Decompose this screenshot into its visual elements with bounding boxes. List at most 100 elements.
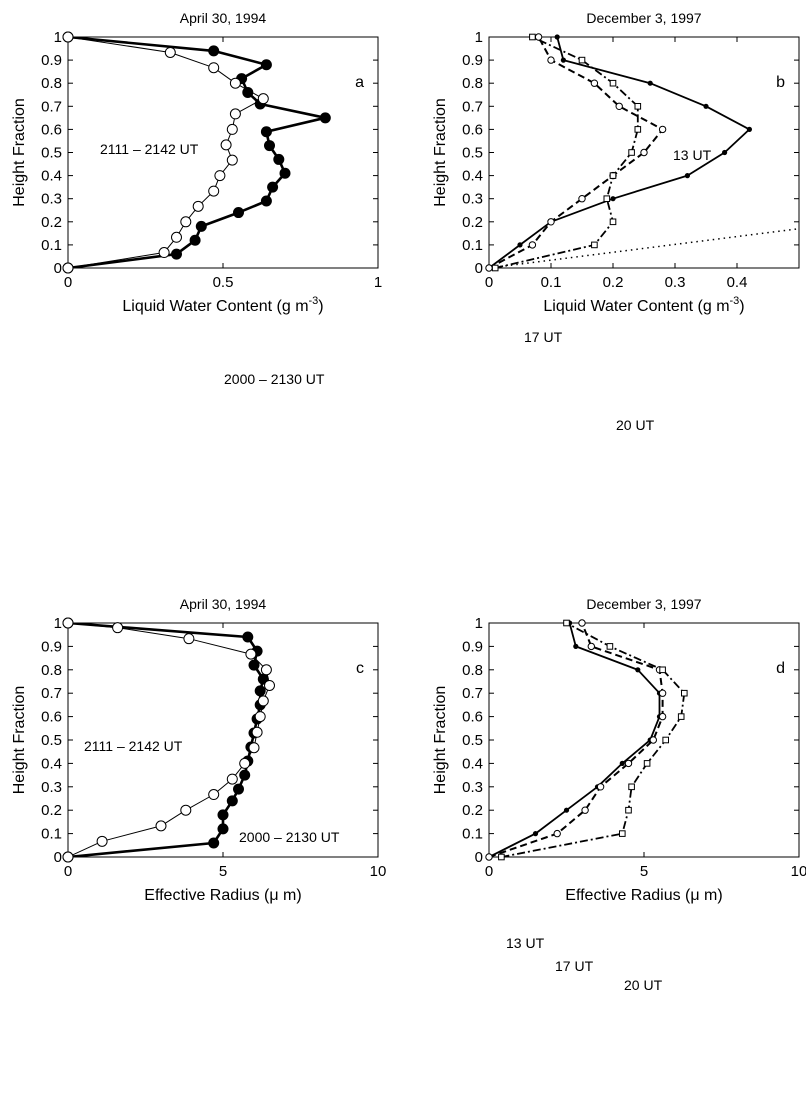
data-point	[214, 170, 226, 182]
y-tick-label: 0.4	[41, 755, 62, 772]
data-point	[183, 633, 195, 645]
data-point	[647, 80, 653, 86]
data-point	[529, 33, 536, 41]
x-axis-label: Liquid Water Content (g m-3)	[122, 295, 323, 315]
data-point	[578, 56, 586, 64]
data-point	[560, 57, 567, 63]
x-axis-label: Effective Radius (μ m)	[565, 887, 722, 904]
x-tick-label: 5	[640, 863, 648, 880]
data-point	[260, 126, 272, 138]
data-point	[239, 769, 251, 781]
panel-letter: d	[776, 660, 785, 677]
data-point	[684, 173, 691, 179]
y-tick-label: 0	[54, 260, 62, 277]
series-annotation: 13 UT	[673, 147, 712, 163]
panel-b: December 3, 1997 0 0.1 0.2 0.3 0.4 0.5 0.6 0.7 0.…	[432, 10, 800, 433]
y-tick-label: 0.8	[41, 662, 62, 679]
data-point	[628, 783, 635, 791]
data-point	[171, 248, 182, 260]
series-line	[489, 37, 664, 268]
y-tick-label: 1	[54, 615, 62, 632]
panel-letter: c	[356, 660, 364, 677]
series-line	[489, 623, 664, 857]
x-tick-label: 0.3	[665, 274, 686, 291]
data-point	[226, 154, 238, 166]
x-tick-label: 5	[219, 863, 227, 880]
y-tick-label: 0.3	[462, 779, 483, 796]
data-point	[220, 139, 232, 151]
x-tick-label: 0.1	[541, 274, 562, 291]
data-point	[239, 757, 251, 769]
data-point	[195, 220, 207, 232]
data-point	[609, 172, 617, 179]
y-tick-label: 0.2	[41, 802, 62, 819]
data-point	[62, 262, 74, 274]
data-point	[62, 851, 74, 863]
data-point	[615, 102, 623, 111]
data-point	[112, 622, 124, 634]
data-point	[189, 234, 201, 246]
data-point	[625, 806, 632, 814]
y-tick-label: 0.6	[462, 709, 483, 726]
y-tick-label: 0.5	[462, 732, 483, 749]
data-point	[591, 241, 598, 249]
data-point	[208, 789, 220, 801]
data-point	[217, 809, 229, 821]
data-point	[643, 760, 651, 767]
y-tick-label: 0.8	[462, 662, 483, 679]
y-tick-label: 0.4	[462, 168, 483, 185]
data-point	[658, 712, 667, 721]
data-point	[547, 56, 555, 64]
y-tick-label: 0.7	[462, 685, 483, 702]
y-axis-label: Height Fraction	[432, 686, 449, 795]
data-point	[573, 643, 579, 650]
data-point	[491, 264, 499, 272]
data-point	[257, 93, 269, 105]
data-point	[254, 685, 266, 697]
data-point	[578, 195, 586, 203]
data-point	[62, 617, 74, 629]
series-line	[68, 37, 264, 268]
data-point	[596, 783, 605, 791]
data-point	[208, 837, 220, 849]
y-tick-label: 0.7	[41, 685, 62, 702]
panel-letter: a	[355, 74, 364, 91]
data-point	[260, 664, 272, 676]
data-point	[640, 148, 648, 157]
data-point	[534, 33, 543, 41]
y-tick-label: 0.6	[462, 121, 483, 138]
y-tick-label: 0.7	[462, 98, 483, 115]
series-line	[489, 623, 661, 857]
y-tick-label: 1	[475, 29, 483, 46]
data-point	[180, 216, 192, 228]
data-point	[662, 736, 670, 744]
x-tick-label: 10	[370, 863, 387, 880]
data-point	[578, 619, 586, 627]
data-point	[260, 195, 272, 207]
x-tick-label: 10	[791, 863, 806, 880]
data-point	[619, 760, 625, 767]
data-point	[217, 823, 229, 835]
chart-title: April 30, 1994	[180, 596, 267, 612]
series-annotation: 2111 – 2142 UT	[84, 738, 183, 754]
data-point	[248, 659, 260, 671]
data-point	[171, 231, 182, 243]
data-point	[603, 195, 611, 202]
data-point	[233, 207, 244, 219]
x-axis-label: Liquid Water Content (g m-3)	[543, 295, 744, 315]
panel-letter: b	[776, 74, 785, 91]
y-tick-label: 0.9	[462, 52, 483, 69]
data-point	[563, 807, 570, 813]
y-tick-label: 1	[475, 615, 483, 632]
data-point	[485, 264, 493, 272]
y-tick-label: 0.2	[41, 214, 62, 231]
y-tick-label: 0.2	[462, 214, 483, 231]
data-point	[587, 642, 595, 651]
data-point	[563, 619, 570, 627]
data-point	[619, 830, 626, 837]
data-point	[634, 126, 642, 133]
y-axis-label: Height Fraction	[11, 686, 28, 795]
series-annotation: 2000 – 2130 UT	[224, 371, 325, 387]
data-point	[624, 759, 633, 768]
x-axis-label: Effective Radius (μ m)	[144, 887, 301, 904]
